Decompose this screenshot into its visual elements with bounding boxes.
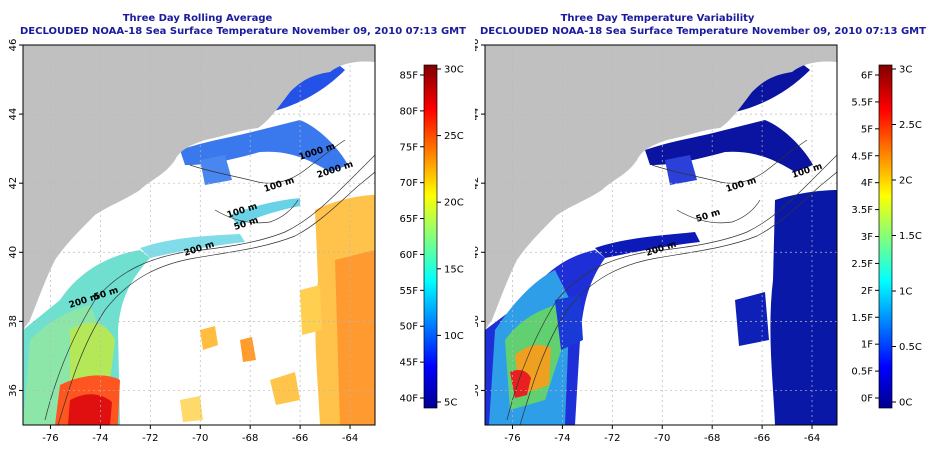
- colorbar-c-label: 1C: [899, 287, 912, 298]
- left-map-area: [23, 45, 375, 425]
- colorbar-f-label: 65F: [400, 214, 419, 225]
- right-y-axis: 36 38 40 42 44 46: [475, 39, 485, 397]
- left-colorbar-fahrenheit-labels: 85F 80F 75F 70F 65F 60F 55F 50F 45F 40F: [400, 71, 424, 405]
- left-map-title-line1: Three Day Rolling Average: [122, 13, 273, 24]
- colorbar-f-label: 70F: [400, 178, 419, 189]
- colorbar-f-label: 60F: [400, 250, 419, 261]
- right-variability-data: [485, 62, 837, 425]
- colorbar-f-label: 5.5F: [851, 97, 873, 108]
- x-tick-label: -68: [242, 433, 258, 444]
- colorbar-f-label: 3F: [861, 232, 873, 243]
- left-map-title-line2: DECLOUDED NOAA-18 Sea Surface Temperatur…: [20, 26, 466, 37]
- y-tick-label: 42: [8, 177, 19, 190]
- left-land: [23, 45, 375, 330]
- colorbar-c-label: 1.5C: [899, 231, 922, 242]
- colorbar-f-label: 45F: [400, 358, 419, 369]
- left-lat-lon-grid: [23, 45, 375, 425]
- right-lat-lon-grid: [485, 45, 837, 425]
- colorbar-f-label: 4.5F: [851, 151, 873, 162]
- y-tick-label: 44: [8, 108, 19, 121]
- colorbar-c-label: 0.5C: [899, 342, 922, 353]
- x-tick-label: -72: [142, 433, 158, 444]
- right-map-title-line1: Three Day Temperature Variability: [560, 13, 755, 24]
- colorbar-f-label: 40F: [400, 394, 419, 405]
- x-tick-label: -70: [654, 433, 670, 444]
- y-tick-label: 42: [475, 177, 481, 190]
- x-tick-label: -70: [192, 433, 208, 444]
- left-sst-data: [23, 62, 375, 425]
- colorbar-f-label: 50F: [400, 322, 419, 333]
- right-map-area: [485, 45, 837, 425]
- colorbar-f-label: 1.5F: [851, 313, 873, 324]
- colorbar-f-label: 85F: [400, 71, 419, 82]
- y-tick-label: 40: [8, 246, 19, 259]
- left-x-axis: -76 -74 -72 -70 -68 -66 -64: [42, 425, 358, 444]
- y-tick-label: 36: [8, 384, 19, 397]
- left-map-title: Three Day Rolling Average DECLOUDED NOAA…: [20, 12, 466, 38]
- right-map-title: Three Day Temperature Variability DECLOU…: [480, 12, 926, 38]
- right-x-axis: -76 -74 -72 -70 -68 -66 -64: [504, 425, 820, 444]
- y-tick-label: 36: [475, 384, 481, 397]
- colorbar-f-label: 4F: [861, 178, 873, 189]
- right-map-title-line2: DECLOUDED NOAA-18 Sea Surface Temperatur…: [480, 26, 926, 37]
- y-tick-label: 40: [475, 246, 481, 259]
- right-colorbar-celsius-labels: 3C 2.5C 2C 1.5C 1C 0.5C 0C: [892, 65, 922, 409]
- y-tick-label: 46: [475, 39, 481, 52]
- x-tick-label: -74: [554, 433, 570, 444]
- x-tick-label: -66: [754, 433, 770, 444]
- colorbar-f-label: 80F: [400, 106, 419, 117]
- x-tick-label: -72: [604, 433, 620, 444]
- x-tick-label: -64: [804, 433, 820, 444]
- left-colorbar: 85F 80F 75F 70F 65F 60F 55F 50F 45F 40F 30C 25C 20C…: [400, 65, 464, 409]
- y-tick-label: 38: [475, 315, 481, 328]
- x-tick-label: -76: [42, 433, 58, 444]
- right-colorbar-fahrenheit-labels: 6F 5.5F 5F 4.5F 4F 3.5F 3F 2.5F 2F 1.5F 1F 0.5F 0F: [851, 71, 879, 405]
- colorbar-f-label: 1F: [861, 340, 873, 351]
- colorbar-c-label: 5C: [444, 398, 457, 409]
- right-land: [485, 45, 837, 330]
- colorbar-c-label: 25C: [444, 131, 464, 142]
- colorbar-c-label: 2.5C: [899, 120, 922, 131]
- colorbar-f-label: 0F: [861, 394, 873, 405]
- colorbar-f-label: 75F: [400, 142, 419, 153]
- colorbar-c-label: 0C: [899, 398, 912, 409]
- x-tick-label: -74: [92, 433, 108, 444]
- x-tick-label: -68: [704, 433, 720, 444]
- y-tick-label: 38: [8, 315, 19, 328]
- y-tick-label: 44: [475, 108, 481, 121]
- colorbar-c-label: 30C: [444, 65, 464, 76]
- colorbar-c-label: 2C: [899, 176, 912, 187]
- left-colorbar-gradient: [423, 64, 438, 409]
- right-colorbar-gradient: [878, 64, 893, 409]
- colorbar-c-label: 3C: [899, 65, 912, 76]
- x-tick-label: -64: [342, 433, 358, 444]
- colorbar-c-label: 10C: [444, 331, 464, 342]
- left-y-axis: 36 38 40 42 44 46: [8, 39, 23, 397]
- x-tick-label: -76: [504, 433, 520, 444]
- colorbar-f-label: 2.5F: [851, 259, 873, 270]
- colorbar-f-label: 55F: [400, 286, 419, 297]
- colorbar-c-label: 15C: [444, 264, 464, 275]
- colorbar-f-label: 6F: [861, 71, 873, 82]
- x-tick-label: -66: [292, 433, 308, 444]
- colorbar-f-label: 0.5F: [851, 367, 873, 378]
- right-colorbar: 6F 5.5F 5F 4.5F 4F 3.5F 3F 2.5F 2F 1.5F 1F 0.5F 0F 3…: [851, 65, 922, 409]
- colorbar-f-label: 5F: [861, 124, 873, 135]
- colorbar-f-label: 2F: [861, 286, 873, 297]
- left-colorbar-celsius-labels: 30C 25C 20C 15C 10C 5C: [437, 65, 464, 409]
- y-tick-label: 46: [8, 39, 19, 52]
- colorbar-c-label: 20C: [444, 198, 464, 209]
- colorbar-f-label: 3.5F: [851, 205, 873, 216]
